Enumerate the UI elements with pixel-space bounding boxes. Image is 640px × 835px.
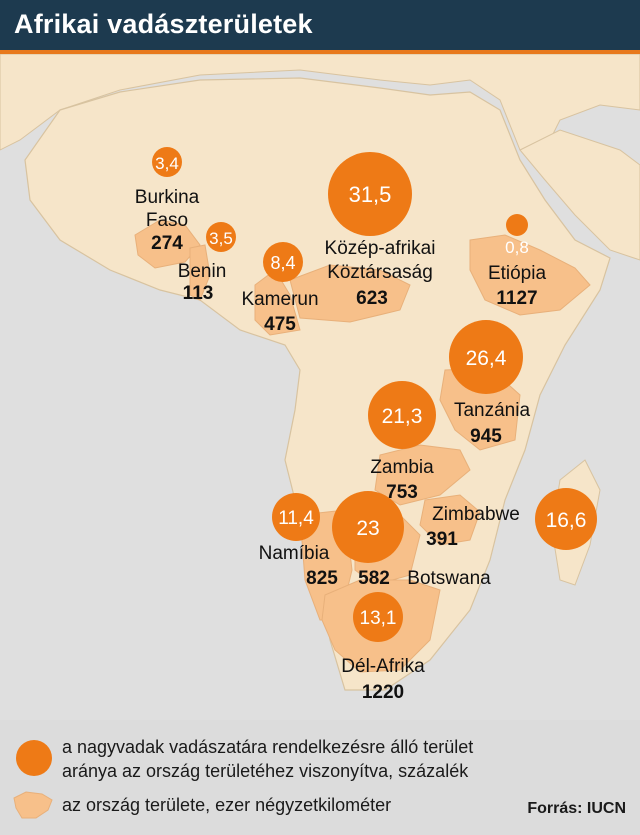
label-etiopia: Etiópia xyxy=(488,263,547,284)
area-etiopia: 1127 xyxy=(496,288,537,309)
bubble-kozep-afrikai xyxy=(328,152,412,236)
area-benin: 113 xyxy=(183,283,214,304)
arabian-peninsula xyxy=(519,129,640,261)
bubble-benin xyxy=(206,222,236,252)
country-shape-zambia xyxy=(374,444,471,506)
africa-map: 3,4 3,5 8,4 31,5 26,4 21,3 16,6 11,4 23 … xyxy=(0,54,640,720)
legend-bubble-icon xyxy=(16,740,52,776)
label-botswana: Botswana xyxy=(407,568,491,589)
label-kozep-afrikai-2: Köztársaság xyxy=(327,262,433,283)
bubble-value-del-afrika: 13,1 xyxy=(360,608,397,629)
bubbles: 3,4 3,5 8,4 31,5 26,4 21,3 16,6 11,4 23 … xyxy=(152,147,597,642)
legend-bubble-text-2: aránya az ország területéhez viszonyítva… xyxy=(62,761,469,781)
area-kozep-afrikai: 623 xyxy=(356,288,388,309)
legend-bubble-text-1: a nagyvadak vadászatára rendelkezésre ál… xyxy=(62,737,474,757)
area-zimbabwe: 391 xyxy=(426,529,458,550)
bubble-etiopia xyxy=(506,214,528,236)
area-tanzania: 945 xyxy=(470,426,502,447)
bubble-value-burkina: 3,4 xyxy=(155,154,179,173)
country-shape-zimbabwe xyxy=(419,494,481,546)
map-title: Afrikai vadászterületek xyxy=(14,9,313,39)
highlighted-countries xyxy=(134,219,591,673)
country-labels: Burkina Faso 274 Benin 113 Kamerun 475 K… xyxy=(135,187,547,703)
country-shape-kozep-afrikai xyxy=(289,264,411,323)
area-burkina: 274 xyxy=(151,233,183,254)
bubble-value-zambia: 21,3 xyxy=(382,405,423,428)
bubble-value-botswana: 23 xyxy=(356,517,379,540)
bubble-zambia xyxy=(368,381,436,449)
label-benin: Benin xyxy=(178,261,227,282)
area-namibia: 825 xyxy=(306,568,338,589)
area-zambia: 753 xyxy=(386,482,418,503)
bubble-value-namibia: 11,4 xyxy=(278,508,314,529)
bubble-del-afrika xyxy=(353,592,403,642)
legend-area-text: az ország területe, ezer négyzetkilométe… xyxy=(62,795,392,815)
landmass-north xyxy=(0,54,640,161)
bubble-namibia xyxy=(272,493,320,541)
legend-area-icon xyxy=(13,791,53,819)
title-bar: Afrikai vadászterületek xyxy=(0,0,640,54)
label-del-afrika: Dél-Afrika xyxy=(341,656,425,677)
bubble-value-etiopia: 0,8 xyxy=(505,238,529,257)
label-zimbabwe: Zimbabwe xyxy=(432,504,520,525)
bubble-value-kamerun: 8,4 xyxy=(270,253,295,273)
bubble-tanzania xyxy=(449,320,523,394)
bubble-value-tanzania: 26,4 xyxy=(466,347,507,370)
legend xyxy=(0,720,640,835)
source-credit: Forrás: IUCN xyxy=(527,800,626,817)
bubble-zimbabwe xyxy=(535,488,597,550)
label-burkina-1: Burkina xyxy=(135,187,200,208)
label-tanzania: Tanzánia xyxy=(454,400,530,421)
label-namibia: Namíbia xyxy=(259,543,330,564)
country-shape-etiopia xyxy=(469,234,591,316)
country-shape-benin xyxy=(189,244,211,301)
bubble-botswana xyxy=(332,491,404,563)
area-botswana: 582 xyxy=(358,568,390,589)
bubble-kamerun xyxy=(263,242,303,282)
label-kamerun: Kamerun xyxy=(241,289,318,310)
bubble-value-kozep-afrikai: 31,5 xyxy=(349,182,392,207)
bubble-value-benin: 3,5 xyxy=(209,229,233,248)
label-burkina-2: Faso xyxy=(146,210,188,231)
label-zambia: Zambia xyxy=(370,457,434,478)
area-del-afrika: 1220 xyxy=(362,682,404,703)
label-kozep-afrikai-1: Közép-afrikai xyxy=(325,238,436,259)
bubble-burkina xyxy=(152,147,182,177)
area-kamerun: 475 xyxy=(264,314,296,335)
bubble-value-zimbabwe: 16,6 xyxy=(546,509,587,532)
